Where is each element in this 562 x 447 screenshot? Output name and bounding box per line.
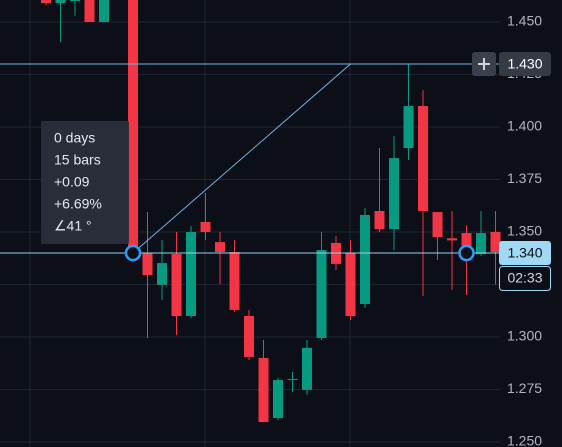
- candle-body: [128, 0, 138, 248]
- tooltip-box: [41, 121, 129, 244]
- candle-body: [490, 232, 501, 252]
- trend-handle: [124, 244, 142, 262]
- candle-body: [55, 0, 66, 4]
- y-tick-label: 1.275: [507, 380, 542, 396]
- tooltip-text: 15 bars: [54, 152, 101, 168]
- candle-body: [461, 233, 472, 253]
- price-label: 1.430: [507, 56, 542, 72]
- price-label-box: [499, 52, 551, 77]
- tooltip-text: +0.09: [54, 174, 90, 190]
- price-label: 1.340: [507, 245, 542, 261]
- candle-body: [244, 315, 254, 357]
- candle-body: [215, 242, 225, 252]
- tooltip-text: 0 days: [54, 130, 95, 146]
- candle-body: [345, 252, 356, 316]
- candle-body: [273, 380, 283, 419]
- countdown: 02:33: [507, 270, 542, 286]
- y-tick-label: 1.300: [507, 328, 542, 344]
- candle-body: [142, 252, 153, 276]
- candle-body: [157, 263, 167, 285]
- candle-body: [200, 221, 211, 233]
- candle-body: [389, 158, 399, 230]
- tooltip-text: ∠41 °: [54, 218, 92, 234]
- candle-body: [418, 106, 428, 212]
- candle-body: [84, 0, 95, 23]
- price-label-box: [499, 240, 551, 265]
- y-tick-label: 1.350: [507, 223, 542, 239]
- y-tick-label: 1.400: [507, 118, 542, 134]
- candle-body: [374, 211, 385, 230]
- line-handle[interactable]: [458, 244, 475, 262]
- candle-body: [186, 232, 196, 316]
- candle-body: [403, 106, 414, 149]
- y-tick-label: 1.250: [507, 433, 542, 447]
- candle-body: [432, 212, 443, 238]
- candle-body: [316, 250, 327, 339]
- candle-body: [258, 357, 269, 423]
- y-tick-label: 1.450: [507, 13, 542, 29]
- candle-body: [70, 0, 80, 2]
- y-tick-label: 1.375: [507, 170, 542, 186]
- candle-body: [99, 0, 109, 23]
- candle-body: [302, 347, 312, 390]
- candle-body: [447, 238, 457, 241]
- candle-body: [171, 254, 182, 316]
- candle-body: [229, 251, 240, 310]
- candle-body: [476, 233, 486, 255]
- tooltip-text: +6.69%: [54, 196, 102, 212]
- countdown-box: [499, 265, 551, 291]
- trend-line: [132, 63, 351, 254]
- plus-icon: [478, 58, 490, 71]
- candle-body: [287, 378, 298, 381]
- candle-body: [41, 0, 51, 4]
- candle-body: [360, 214, 370, 305]
